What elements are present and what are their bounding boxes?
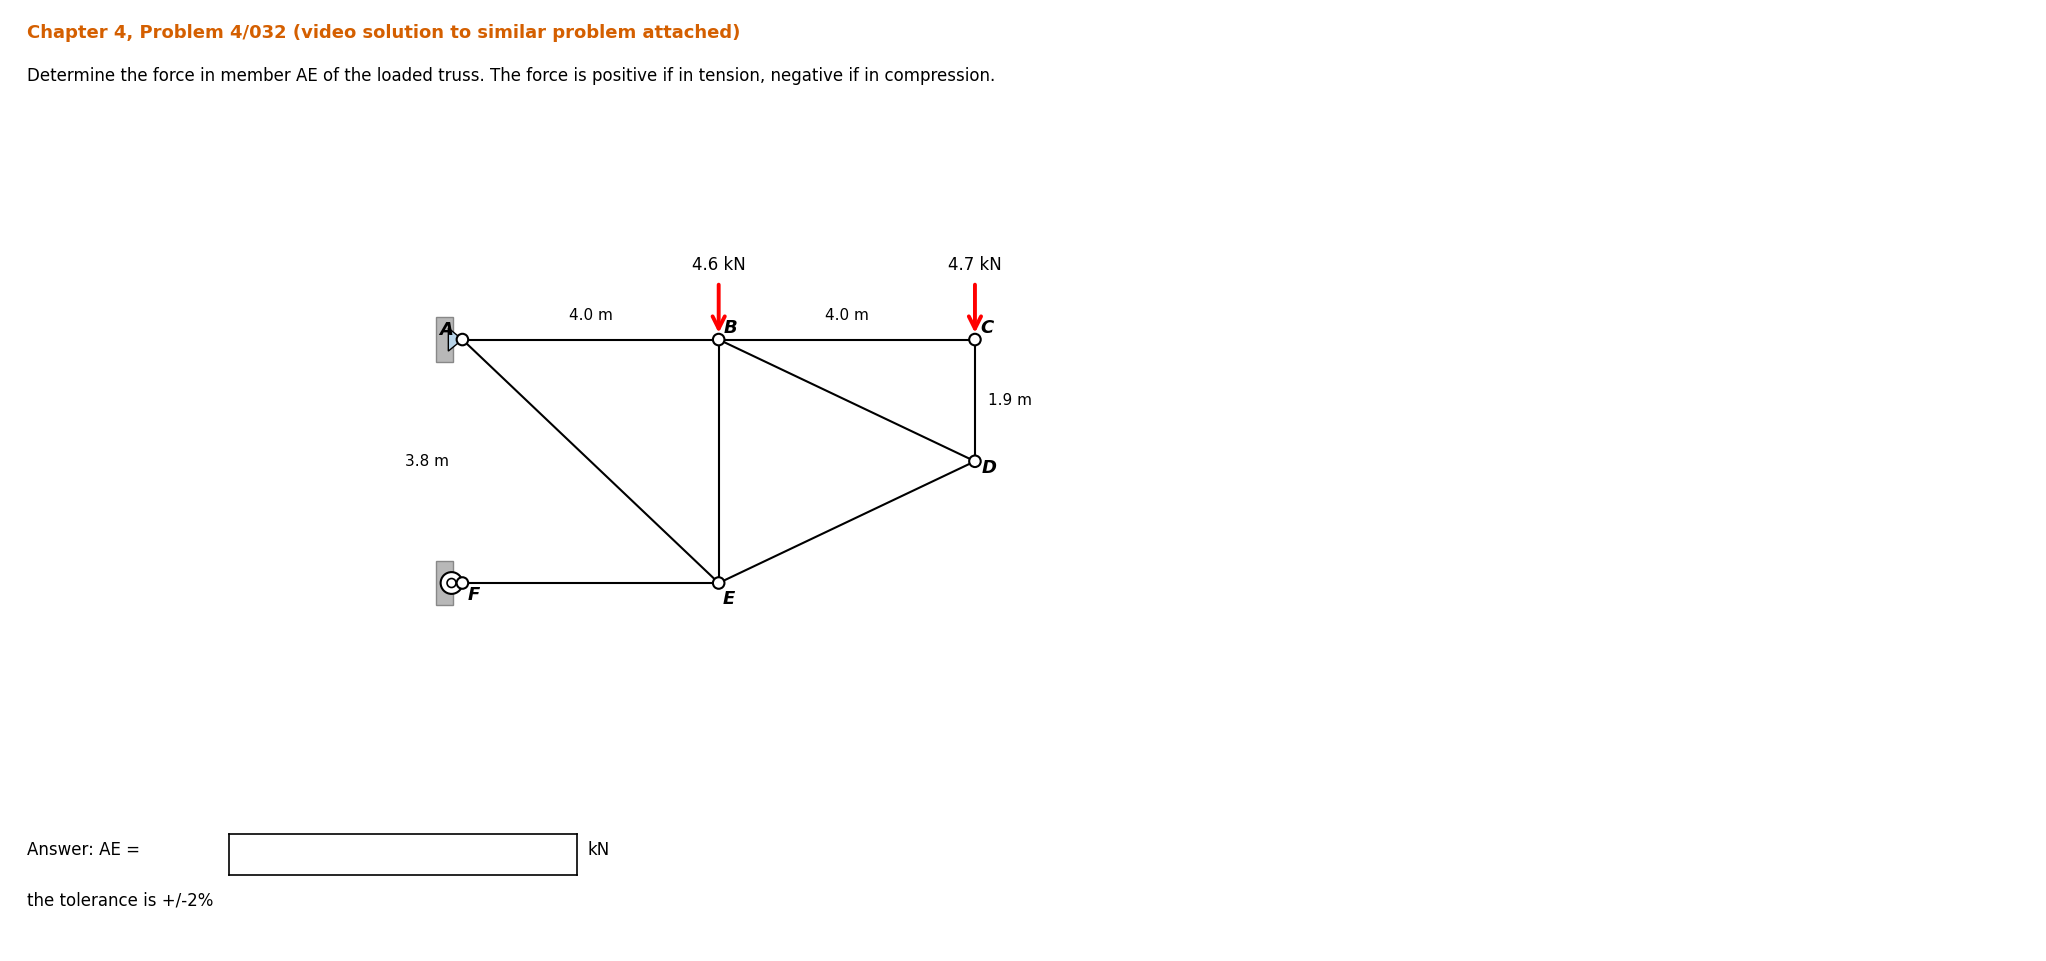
Text: A: A — [440, 321, 454, 339]
Circle shape — [456, 333, 469, 345]
Circle shape — [440, 572, 462, 594]
Text: F: F — [469, 585, 481, 604]
Bar — [436, 560, 454, 605]
Text: 4.0 m: 4.0 m — [569, 308, 612, 323]
Text: 4.7 kN: 4.7 kN — [947, 257, 1003, 274]
Text: Answer: AE =: Answer: AE = — [27, 842, 139, 859]
Text: B: B — [724, 319, 737, 337]
Text: 4.6 kN: 4.6 kN — [692, 257, 745, 274]
Circle shape — [456, 578, 469, 589]
Text: Chapter 4, Problem 4/032 (video solution to similar problem attached): Chapter 4, Problem 4/032 (video solution… — [27, 24, 741, 42]
Text: 1.9 m: 1.9 m — [988, 393, 1031, 407]
Circle shape — [712, 333, 724, 345]
Text: D: D — [982, 458, 996, 477]
Text: the tolerance is +/-2%: the tolerance is +/-2% — [27, 892, 213, 909]
Circle shape — [970, 456, 980, 467]
Bar — [436, 317, 454, 362]
Polygon shape — [448, 328, 462, 351]
Text: C: C — [980, 319, 992, 337]
Circle shape — [446, 579, 456, 587]
Text: 3.8 m: 3.8 m — [405, 454, 450, 469]
Text: Determine the force in member AE of the loaded truss. The force is positive if i: Determine the force in member AE of the … — [27, 67, 994, 86]
Text: kN: kN — [587, 842, 610, 859]
Text: 4.0 m: 4.0 m — [825, 308, 870, 323]
Circle shape — [712, 578, 724, 589]
Circle shape — [970, 333, 980, 345]
Text: E: E — [722, 590, 735, 608]
